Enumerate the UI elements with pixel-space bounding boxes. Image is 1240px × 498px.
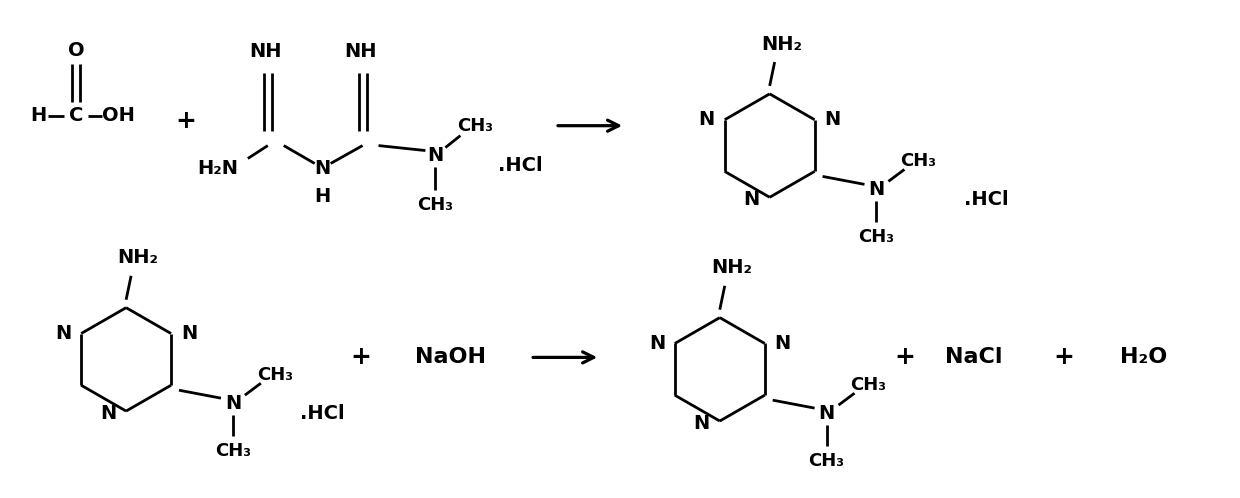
Text: +: + — [894, 346, 915, 370]
Text: CH₃: CH₃ — [900, 152, 936, 170]
Text: NaCl: NaCl — [945, 348, 1003, 368]
Text: CH₃: CH₃ — [418, 196, 454, 214]
Text: CH₃: CH₃ — [858, 228, 894, 246]
Text: N: N — [224, 393, 241, 413]
Text: CH₃: CH₃ — [458, 117, 494, 134]
Text: N: N — [649, 334, 665, 353]
Text: .HCl: .HCl — [963, 190, 1008, 209]
Text: N: N — [55, 324, 72, 343]
Text: NH₂: NH₂ — [118, 249, 159, 267]
Text: NaOH: NaOH — [415, 348, 486, 368]
Text: N: N — [775, 334, 791, 353]
Text: CH₃: CH₃ — [257, 367, 293, 384]
Text: CH₃: CH₃ — [851, 376, 887, 394]
Text: N: N — [428, 146, 444, 165]
Text: .HCl: .HCl — [300, 403, 345, 423]
Text: H₂N: H₂N — [197, 159, 238, 178]
Text: N: N — [818, 403, 835, 423]
Text: N: N — [100, 403, 117, 423]
Text: O: O — [68, 41, 84, 60]
Text: NH₂: NH₂ — [712, 258, 753, 277]
Text: N: N — [825, 110, 841, 129]
Text: NH₂: NH₂ — [761, 35, 802, 54]
Text: +: + — [1054, 346, 1074, 370]
Text: .HCl: .HCl — [498, 156, 543, 175]
Text: +: + — [176, 109, 196, 133]
Text: H₂O: H₂O — [1120, 348, 1167, 368]
Text: NH: NH — [249, 42, 281, 61]
Text: N: N — [181, 324, 197, 343]
Text: N: N — [693, 413, 711, 433]
Text: +: + — [350, 346, 371, 370]
Text: N: N — [315, 159, 331, 178]
Text: H: H — [315, 187, 331, 206]
Text: CH₃: CH₃ — [215, 442, 250, 460]
Text: OH: OH — [102, 106, 135, 125]
Text: N: N — [744, 190, 760, 209]
Text: H: H — [30, 106, 46, 125]
Text: C: C — [69, 106, 83, 125]
Text: NH: NH — [345, 42, 377, 61]
Text: N: N — [698, 110, 715, 129]
Text: N: N — [868, 180, 884, 199]
Text: CH₃: CH₃ — [808, 452, 844, 470]
